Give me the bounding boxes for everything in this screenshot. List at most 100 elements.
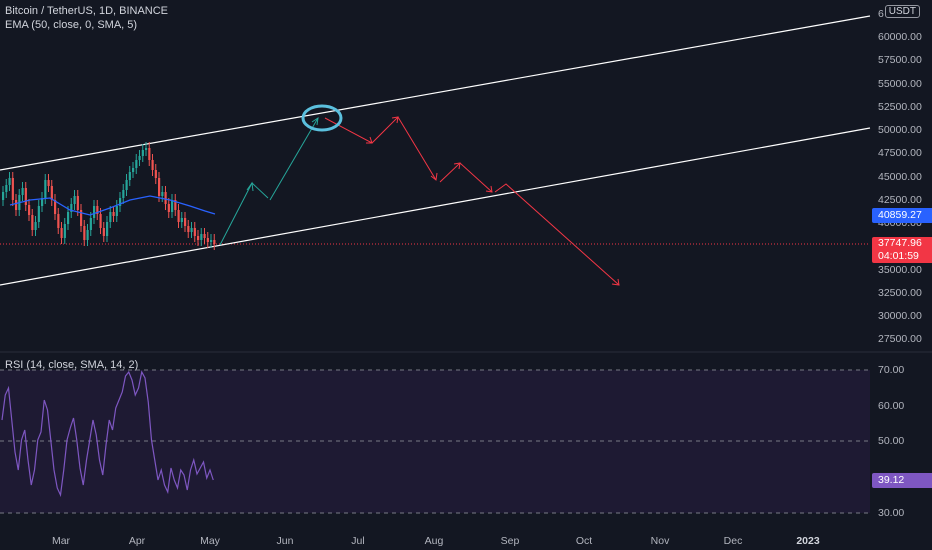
date-label: Jun [276,535,294,547]
candle-body [122,190,125,198]
candle-body [24,188,27,205]
bar-countdown: 04:01:59 [878,250,919,262]
date-label: Apr [128,535,146,547]
candle-body [135,160,138,168]
price-label: 52500.00 [878,101,922,113]
candle-body [184,218,187,226]
candle-body [190,228,193,232]
candle-body [109,212,112,222]
price-label: 60000.00 [878,31,922,43]
bullish-projection-arrows[interactable] [219,116,319,246]
last-price-tag: 37747.96 04:01:59 [872,237,932,263]
date-label-year: 2023 [796,535,820,547]
candle-body [115,206,118,216]
price-label: 42500.00 [878,194,922,206]
candle-body [161,192,164,196]
price-label: 47500.00 [878,147,922,159]
rsi-axis-label: 60.00 [878,400,905,412]
price-label: 45000.00 [878,171,922,183]
candle-body [70,204,73,212]
candle-body [86,230,89,240]
candle-body [164,192,167,204]
candle-body [47,180,50,186]
candle-body [213,240,216,244]
candle-body [93,206,96,218]
rsi-value-tag: 39.12 [872,473,932,488]
candle-body [21,188,24,195]
price-label: 30000.00 [878,310,922,322]
candle-body [5,185,8,192]
candle-body [112,212,115,216]
candle-body [76,196,79,210]
highlight-ellipse[interactable] [301,104,343,132]
candle-body [210,240,213,242]
candle-body [141,150,144,156]
candle-body [151,160,154,170]
candle-body [89,218,92,230]
candle-body [148,148,151,160]
bearish-projection-arrows[interactable] [324,116,620,286]
last-price-value: 37747.96 [878,237,922,249]
candle-body [73,196,76,204]
currency-button[interactable]: USDT [884,5,920,18]
price-label: 55000.00 [878,78,922,90]
candle-body [180,218,183,222]
candle-body [119,198,122,206]
price-label: 27500.00 [878,333,922,345]
date-label: Sep [500,535,520,547]
candle-body [102,228,105,236]
rsi-axis-label: 30.00 [878,507,905,519]
ema-legend[interactable]: EMA (50, close, 0, SMA, 5) [5,19,138,31]
candle-body [128,172,131,180]
candle-body [171,200,174,212]
candle-body [99,214,102,228]
rsi-axis-label: 50.00 [878,435,905,447]
candle-body [60,228,63,238]
price-label: 57500.00 [878,54,922,66]
candle-body [206,238,209,242]
date-label: May [200,535,220,547]
candlestick-series [2,142,216,250]
candle-body [106,222,109,236]
candle-body [200,234,203,240]
candle-body [125,180,128,190]
candle-body [174,200,177,210]
candle-body [154,170,157,178]
candle-body [54,200,57,214]
date-label: Dec [723,535,743,547]
candle-body [28,205,31,215]
candle-body [83,226,86,240]
candle-body [67,212,70,224]
date-label: Nov [650,535,670,547]
candle-body [167,204,170,212]
candle-body [15,200,18,210]
candle-body [41,198,44,206]
candle-body [203,234,206,238]
candle-body [158,178,161,196]
candle-body [80,210,83,226]
price-label: 32500.00 [878,287,922,299]
date-label: Aug [424,535,444,547]
channel-upper-line[interactable] [0,15,871,171]
candle-body [63,224,66,238]
price-label: 35000.00 [878,264,922,276]
date-label: Mar [51,535,71,547]
rsi-axis-label: 70.00 [878,364,905,376]
ema-price-tag: 40859.27 [872,208,932,223]
candle-body [138,156,141,160]
price-label: 50000.00 [878,124,922,136]
rsi-legend[interactable]: RSI (14, close, SMA, 14, 2) [5,359,139,371]
candle-body [11,178,14,200]
candle-body [31,215,34,230]
candle-body [187,226,190,232]
candle-body [57,214,60,228]
candle-body [37,206,40,222]
candle-body [34,222,37,230]
symbol-legend[interactable]: Bitcoin / TetherUS, 1D, BINANCE [5,5,169,17]
candle-body [96,206,99,214]
candle-body [197,236,200,240]
channel-lower-line[interactable] [0,127,871,286]
ema-line [9,195,216,216]
candle-body [44,180,47,198]
